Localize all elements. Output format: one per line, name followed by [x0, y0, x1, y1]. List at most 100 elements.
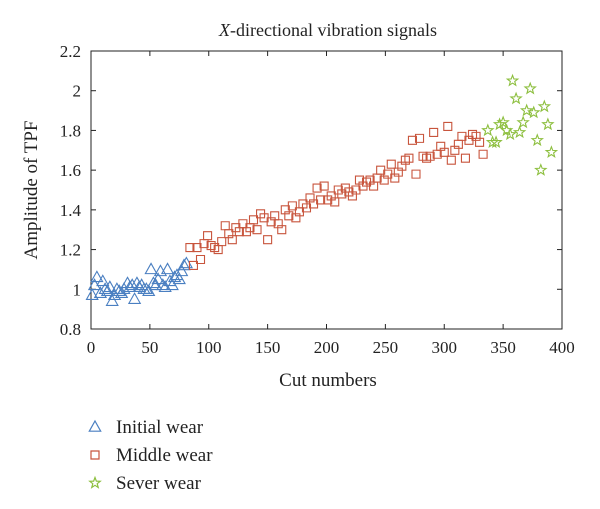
- data-point: [337, 189, 347, 199]
- series-square: [185, 121, 488, 271]
- data-point: [301, 203, 312, 213]
- x-tick-label: 100: [196, 338, 222, 357]
- y-axis: 0.8 1 1.2 1.4 1.6 1.8 2 2.2: [60, 42, 562, 339]
- data-point: [354, 175, 365, 185]
- data-point: [436, 141, 446, 151]
- data-point: [165, 278, 179, 291]
- y-axis-label: Amplitude of TPF: [21, 121, 42, 260]
- data-point: [527, 105, 541, 119]
- x-tick-label: 350: [490, 338, 516, 357]
- data-point: [139, 282, 153, 295]
- data-point: [383, 169, 393, 179]
- data-point: [478, 149, 488, 159]
- data-point: [144, 262, 158, 275]
- data-point: [252, 225, 262, 235]
- data-point: [96, 274, 110, 287]
- data-point: [149, 278, 163, 291]
- data-point: [203, 231, 213, 241]
- data-point: [127, 292, 142, 304]
- data-point: [464, 135, 474, 145]
- data-point: [425, 151, 435, 161]
- data-point: [471, 131, 481, 141]
- y-tick-label: 1.8: [60, 121, 81, 140]
- data-point: [422, 153, 432, 163]
- data-point: [172, 272, 186, 285]
- x-tick-label: 250: [373, 338, 399, 357]
- data-point: [496, 115, 510, 129]
- x-axis-label: Cut numbers: [279, 370, 377, 391]
- y-tick-label: 1.2: [60, 241, 81, 260]
- data-point: [220, 221, 230, 231]
- data-point: [305, 193, 315, 203]
- y-tick-label: 1.6: [60, 161, 81, 180]
- data-point: [263, 235, 273, 245]
- x-tick-label: 300: [432, 338, 458, 357]
- data-point: [227, 235, 237, 245]
- data-point: [509, 91, 523, 105]
- data-point: [489, 135, 503, 149]
- data-point: [291, 213, 301, 223]
- data-point: [541, 117, 555, 131]
- data-point: [308, 199, 319, 209]
- y-tick-label: 1.4: [60, 201, 82, 220]
- data-point: [411, 169, 421, 179]
- data-point: [404, 153, 414, 163]
- legend-marker-triangle: [88, 419, 102, 432]
- legend-marker-star: [88, 475, 102, 489]
- legend-marker-square: [90, 450, 100, 460]
- legend-label: Initial wear: [116, 417, 204, 438]
- x-tick-label: 50: [141, 338, 158, 357]
- legend-label: Middle wear: [116, 445, 213, 466]
- data-point: [519, 103, 534, 117]
- data-point: [160, 262, 175, 275]
- chart-title-rest: -directional vibration signals: [230, 20, 437, 40]
- data-point: [397, 161, 407, 171]
- data-point: [446, 155, 456, 165]
- data-point: [105, 294, 119, 306]
- data-point: [505, 73, 520, 87]
- data-point: [414, 133, 425, 143]
- data-point: [326, 191, 336, 201]
- x-tick-label: 400: [549, 338, 575, 357]
- data-point: [530, 133, 544, 147]
- data-point: [298, 199, 308, 209]
- series-star: [481, 73, 559, 176]
- data-point: [256, 209, 266, 219]
- y-tick-label: 2: [73, 82, 82, 101]
- data-point: [344, 187, 354, 197]
- data-point: [192, 243, 202, 253]
- data-point: [125, 278, 139, 291]
- data-point: [188, 260, 198, 271]
- data-point: [273, 219, 283, 229]
- data-point: [177, 258, 191, 271]
- legend: Initial wear Middle wear Sever wear: [88, 417, 213, 494]
- data-point: [323, 195, 333, 205]
- data-point: [512, 125, 527, 139]
- data-point: [358, 181, 368, 191]
- x-axis: 0 50 100 150 200 250 300 350 400: [87, 51, 575, 357]
- data-point: [347, 191, 357, 201]
- data-point: [361, 177, 372, 187]
- x-tick-label: 150: [255, 338, 281, 357]
- data-point: [351, 185, 361, 195]
- legend-label: Sever wear: [116, 473, 202, 494]
- data-point: [443, 121, 453, 132]
- data-point: [429, 127, 439, 137]
- data-point: [379, 175, 389, 185]
- data-point: [142, 284, 156, 297]
- data-point: [195, 254, 206, 265]
- data-point: [110, 282, 124, 295]
- data-point: [231, 223, 241, 233]
- data-point: [481, 123, 495, 137]
- data-point: [407, 135, 418, 145]
- data-point: [393, 167, 403, 177]
- data-point: [534, 163, 548, 176]
- data-point: [112, 284, 126, 297]
- data-point: [90, 270, 104, 283]
- data-point: [537, 99, 552, 113]
- data-point: [280, 205, 290, 215]
- data-point: [365, 175, 375, 185]
- data-point: [259, 213, 269, 223]
- data-point: [485, 135, 500, 149]
